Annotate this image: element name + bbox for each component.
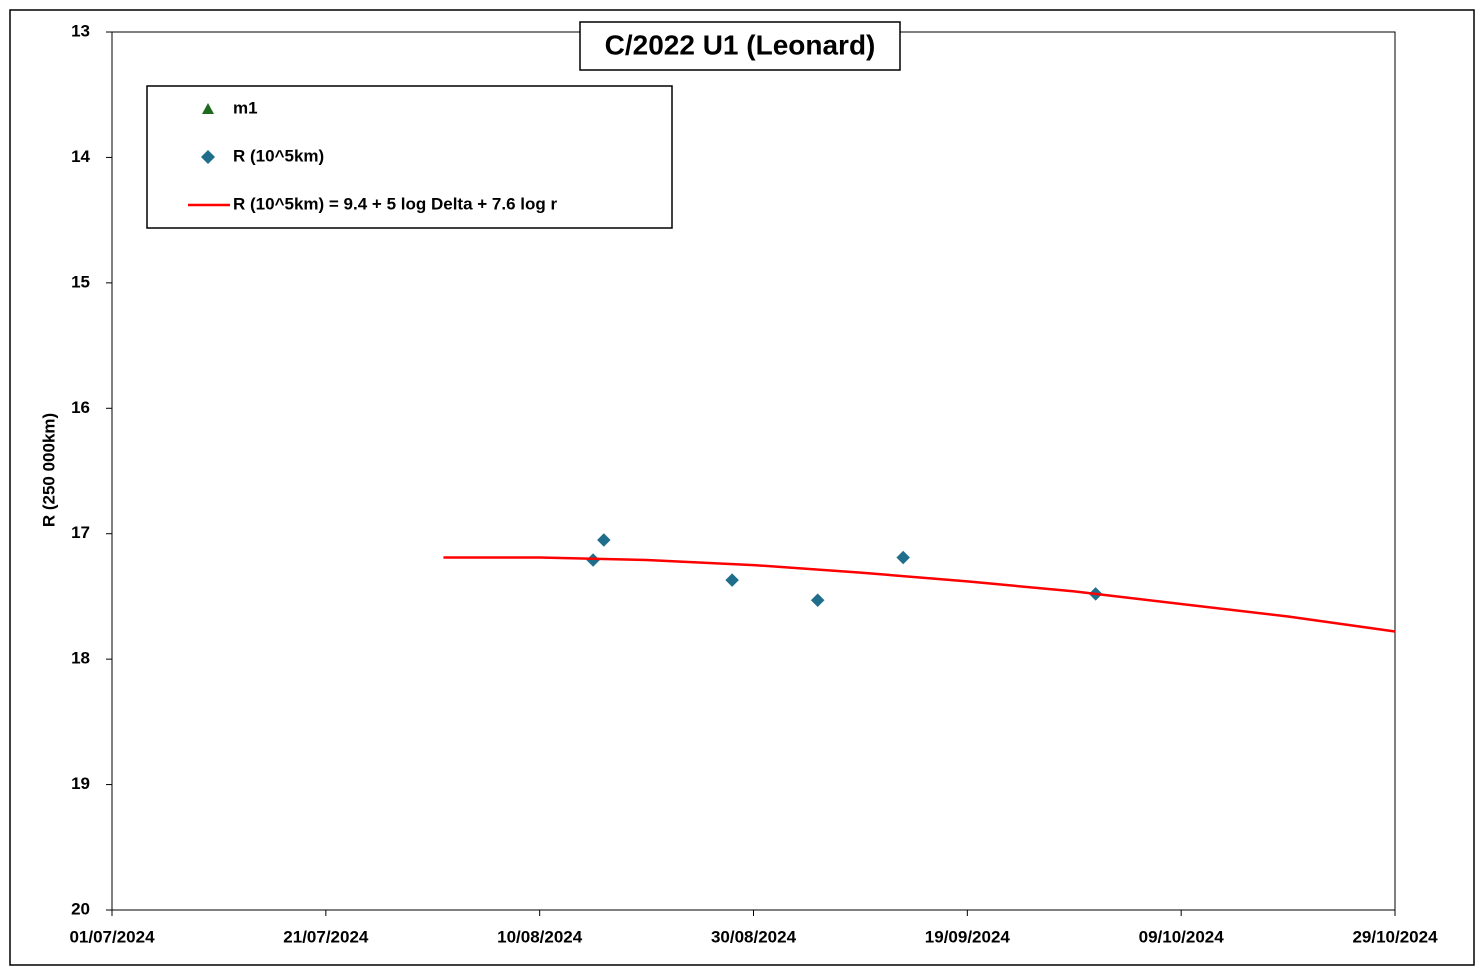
fit-line: [443, 556, 1396, 633]
legend-label: R (10^5km) = 9.4 + 5 log Delta + 7.6 log…: [233, 194, 557, 213]
x-tick-label: 30/08/2024: [711, 927, 797, 946]
x-tick-label: 29/10/2024: [1352, 927, 1438, 946]
chart-border: [9, 9, 1475, 966]
diamond-marker: [895, 550, 911, 565]
y-tick-label: 15: [71, 272, 90, 291]
chart-title: C/2022 U1 (Leonard): [605, 29, 876, 60]
triangle-marker: [202, 103, 214, 114]
y-tick-label: 17: [71, 523, 90, 542]
y-tick-label: 14: [71, 147, 90, 166]
y-tick-label: 19: [71, 774, 90, 793]
legend-label: m1: [233, 98, 258, 117]
legend-label: R (10^5km): [233, 146, 324, 165]
y-tick-label: 13: [71, 21, 90, 40]
x-tick-label: 21/07/2024: [283, 927, 369, 946]
diamond-marker: [724, 572, 740, 588]
diamond-marker: [201, 150, 215, 164]
y-axis-title: R (250 000km): [39, 413, 58, 527]
legend-box: [146, 85, 673, 229]
x-tick-label: 01/07/2024: [69, 927, 155, 946]
title-box: [579, 21, 901, 71]
y-tick-label: 20: [71, 899, 90, 918]
diamond-marker: [596, 532, 612, 548]
x-tick-label: 10/08/2024: [497, 927, 583, 946]
diamond-marker: [810, 592, 826, 608]
x-tick-label: 19/09/2024: [925, 927, 1011, 946]
y-tick-label: 16: [71, 398, 90, 417]
y-tick-label: 18: [71, 649, 90, 668]
x-tick-label: 09/10/2024: [1139, 927, 1225, 946]
